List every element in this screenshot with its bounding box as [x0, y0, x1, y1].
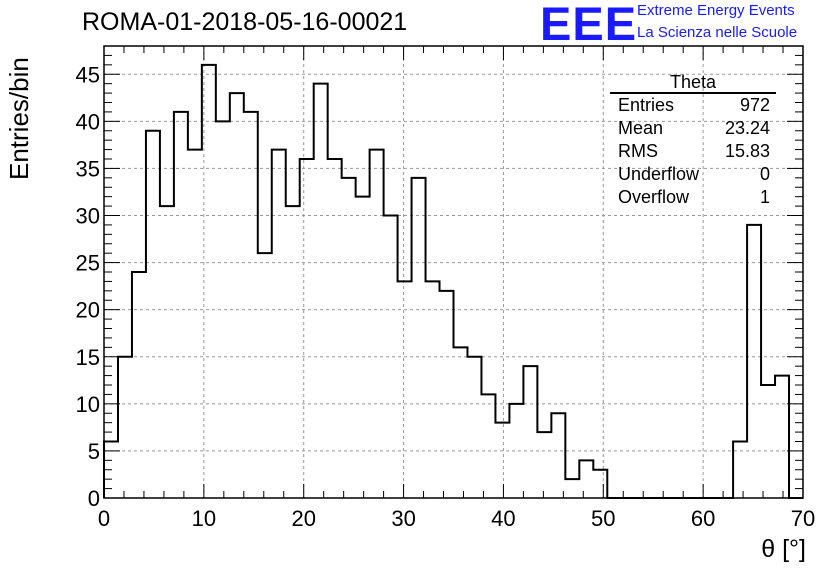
- y-tick-label: 0: [88, 486, 100, 511]
- histogram-bin: [216, 121, 230, 498]
- histogram-bin: [565, 479, 579, 498]
- histogram-bin: [146, 131, 160, 498]
- histogram-bin: [747, 225, 761, 498]
- stats-value: 15.83: [724, 141, 770, 161]
- histogram-bin: [775, 376, 789, 498]
- y-tick-label: 10: [76, 392, 100, 417]
- histogram-bin: [230, 93, 244, 498]
- histogram-bin: [132, 272, 146, 498]
- histogram-bin: [509, 404, 523, 498]
- y-tick-label: 45: [76, 62, 100, 87]
- stats-label: RMS: [618, 141, 658, 161]
- x-tick-label: 20: [291, 506, 315, 531]
- histogram-bin: [440, 291, 454, 498]
- x-tick-label: 30: [391, 506, 415, 531]
- x-tick-label: 10: [192, 506, 216, 531]
- stats-value: 23.24: [724, 118, 770, 138]
- histogram-bin: [174, 112, 188, 498]
- histogram-bin: [300, 159, 314, 498]
- stats-value: 1: [759, 187, 770, 207]
- x-tick-label: 40: [491, 506, 515, 531]
- stats-row: Mean 23.24: [610, 117, 776, 140]
- histogram-bin: [398, 281, 412, 498]
- stats-row: Entries 972: [610, 94, 776, 117]
- y-tick-label: 5: [88, 439, 100, 464]
- stats-row: Underflow 0: [610, 163, 776, 186]
- chart-title: ROMA-01-2018-05-16-00021: [82, 8, 408, 36]
- histogram-bin: [454, 347, 468, 498]
- axis-ticks: [103, 45, 804, 499]
- histogram-bin: [384, 216, 398, 499]
- histogram-bin: [537, 432, 551, 498]
- histogram-bin: [356, 197, 370, 498]
- x-tick-label: 60: [691, 506, 715, 531]
- histogram-bin: [523, 366, 537, 498]
- histogram-bin: [314, 84, 328, 498]
- histogram-bin: [412, 178, 426, 498]
- stats-row: Overflow 1: [610, 186, 776, 209]
- histogram-bin: [202, 65, 216, 498]
- eee-logo: EEE: [540, 0, 638, 50]
- logo-line-1: Extreme Energy Events: [637, 2, 795, 19]
- stats-box: Theta Entries 972 Mean 23.24 RMS 15.83 Underfl…: [610, 72, 776, 209]
- histogram-bin: [733, 442, 747, 499]
- x-tick-label: 0: [98, 506, 110, 531]
- histogram-bin: [579, 460, 593, 498]
- y-tick-label: 30: [76, 204, 100, 229]
- x-tick-label: 70: [791, 506, 815, 531]
- stats-rows: Entries 972 Mean 23.24 RMS 15.83 Underflow 0 Ove…: [610, 94, 776, 209]
- x-tick-label: 50: [591, 506, 615, 531]
- histogram-bin: [342, 178, 356, 498]
- y-tick-label: 20: [76, 298, 100, 323]
- stats-label: Entries: [618, 95, 675, 115]
- histogram-bin: [286, 206, 300, 498]
- histogram-bin: [244, 112, 258, 498]
- histogram-bin: [426, 281, 440, 498]
- histogram-bin: [370, 150, 384, 498]
- histogram-bin: [593, 470, 607, 498]
- stats-value: 0: [759, 164, 770, 184]
- histogram-bin: [467, 357, 481, 498]
- histogram-bin: [118, 357, 132, 498]
- histogram-bin: [328, 159, 342, 498]
- stats-title: Theta: [610, 72, 776, 94]
- histogram-bin: [761, 385, 775, 498]
- x-axis-label: θ [°]: [761, 535, 806, 563]
- histogram-bin: [481, 394, 495, 498]
- stats-row: RMS 15.83: [610, 140, 776, 163]
- y-tick-label: 25: [76, 251, 100, 276]
- stats-label: Mean: [618, 118, 664, 138]
- histogram-bin: [160, 206, 174, 498]
- histogram-bin: [188, 150, 202, 498]
- histogram-bin: [258, 253, 272, 498]
- y-tick-label: 40: [76, 109, 100, 134]
- logo-line-2: La Scienza nelle Scuole: [637, 24, 798, 41]
- stats-label: Underflow: [618, 164, 700, 184]
- histogram-bin: [551, 413, 565, 498]
- histogram-bin: [272, 150, 286, 498]
- histogram-bin: [495, 423, 509, 498]
- stats-value: 972: [739, 95, 770, 115]
- stats-label: Overflow: [618, 187, 690, 207]
- y-tick-label: 35: [76, 156, 100, 181]
- grid-lines: [104, 46, 803, 498]
- y-tick-label: 15: [76, 345, 100, 370]
